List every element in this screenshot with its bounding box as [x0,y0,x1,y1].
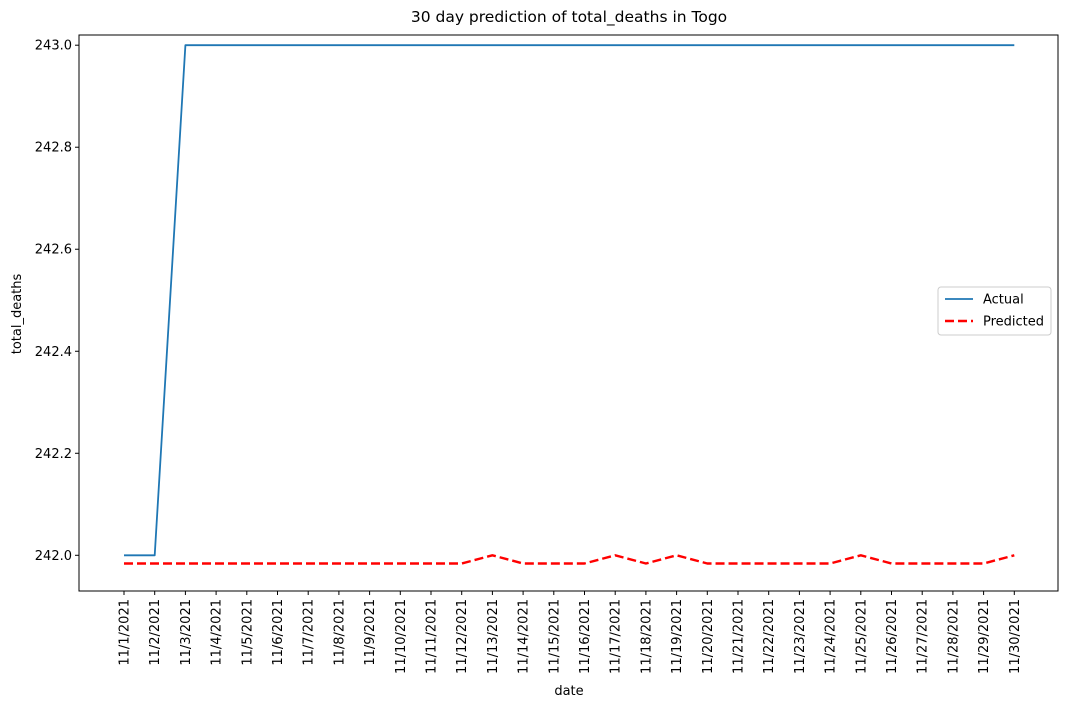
x-tick-label: 11/9/2021 [363,599,378,666]
x-tick-label: 11/29/2021 [977,599,992,674]
y-tick-label: 242.2 [35,447,72,462]
x-tick-label: 11/20/2021 [701,599,716,674]
series-line-predicted [124,554,1015,565]
x-tick-label: 11/18/2021 [639,599,654,674]
x-tick-label: 11/27/2021 [916,599,931,674]
x-tick-label: 11/26/2021 [885,599,900,674]
x-tick-label: 11/1/2021 [118,599,133,666]
x-tick-label: 11/16/2021 [578,599,593,674]
legend: Actual Predicted [937,286,1052,336]
x-tick-label: 11/6/2021 [271,599,286,666]
y-tick-label: 242.4 [35,345,72,360]
x-tick-label: 11/14/2021 [517,599,532,674]
x-tick-label: 11/8/2021 [332,599,347,666]
y-tick-label: 242.6 [35,243,72,258]
legend-label-actual: Actual [983,293,1024,308]
x-tick-label: 11/12/2021 [455,599,470,674]
x-tick-label: 11/5/2021 [240,599,255,666]
x-tick-label: 11/13/2021 [486,599,501,674]
x-tick-label: 11/23/2021 [793,599,808,674]
x-tick-label: 11/10/2021 [394,599,409,674]
y-tick-label: 242.0 [35,549,72,564]
x-tick-label: 11/22/2021 [762,599,777,674]
x-tick-label: 11/15/2021 [547,599,562,674]
x-tick-label: 11/7/2021 [302,599,317,666]
x-axis-label: date [554,684,583,699]
x-tick-label: 11/17/2021 [609,599,624,674]
chart-title: 30 day prediction of total_deaths in Tog… [411,8,727,27]
y-tick-label: 243.0 [35,39,72,54]
y-axis-label: total_deaths [10,274,25,355]
x-tick-label: 11/11/2021 [425,599,440,674]
legend-label-predicted: Predicted [983,315,1044,330]
y-tick-label: 242.8 [35,141,72,156]
x-tick-label: 11/30/2021 [1008,599,1023,674]
x-tick-label: 11/28/2021 [946,599,961,674]
series-line-actual [124,44,1015,557]
x-tick-label: 11/19/2021 [670,599,685,674]
x-tick-label: 11/2/2021 [148,599,163,666]
x-tick-label: 11/3/2021 [179,599,194,666]
x-tick-label: 11/21/2021 [732,599,747,674]
x-tick-label: 11/24/2021 [824,599,839,674]
x-tick-label: 11/4/2021 [210,599,225,666]
x-tick-label: 11/25/2021 [854,599,869,674]
plot-frame [78,34,1059,592]
plot-area: 242.0 242.2 242.4 242.6 242.8 243.0 11/1/2021 1… [35,34,1059,674]
